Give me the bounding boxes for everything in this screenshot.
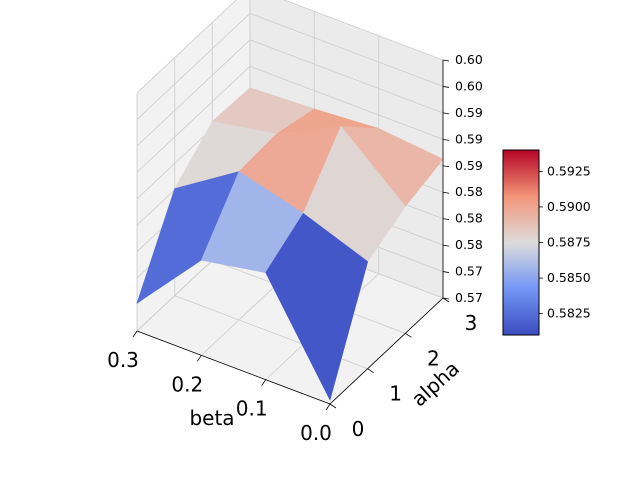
z-tick-mark [442,112,450,115]
alpha-tick-mark [367,368,374,373]
beta-tick-mark [261,379,266,386]
colorbar-tick-label: 0.5875 [547,235,591,250]
colorbar-tick-label: 0.5900 [547,199,591,214]
grid-line-z [136,39,444,147]
beta-tick-label: 0.1 [236,397,268,421]
beta-axis-line [136,330,331,405]
alpha-axis-line [329,297,444,405]
alpha-tick-mark [405,333,412,338]
z-tick-label: 0.59 [455,158,483,173]
z-tick-mark [442,271,450,273]
beta-tick-mark [197,355,202,362]
z-tick-mark [442,191,450,194]
alpha-tick-label: 0 [352,417,365,441]
z-tick-mark [442,297,450,300]
z-tick-mark [442,86,450,88]
z-tick-mark [442,59,450,62]
beta-tick-label: 0.3 [107,348,139,372]
alpha-tick-label: 1 [389,382,402,406]
z-tick-mark [442,218,450,221]
grid-line-z [136,0,444,94]
z-tick-label: 0.57 [455,264,483,279]
z-tick-label: 0.59 [455,105,483,120]
z-tick-label: 0.57 [455,290,483,305]
beta-axis-label: beta [189,406,234,430]
surface-patch [265,212,369,401]
z-tick-label: 0.58 [455,237,483,252]
alpha-tick-label: 3 [465,311,478,335]
grid-line-z [136,12,444,120]
alpha-tick-mark [442,297,450,303]
colorbar: 0.5825 0.5850 0.5875 0.5900 0.5925 [502,149,591,336]
z-tick-label: 0.58 [455,211,483,226]
z-tick-label: 0.60 [455,78,483,93]
beta-tick-mark [132,330,138,338]
colorbar-tick-label: 0.5825 [547,306,591,321]
colorbar-tick-label: 0.5925 [547,163,591,178]
alpha-tick-mark [329,403,337,409]
surface [136,87,444,401]
colorbar-tick-label: 0.5850 [547,270,591,285]
z-tick-mark [442,138,450,141]
colorbar-ticks: 0.5825 0.5850 0.5875 0.5900 0.5925 [539,163,591,321]
z-tick-label: 0.59 [455,131,483,146]
z-tick-label: 0.58 [455,184,483,199]
beta-tick-label: 0.0 [300,421,332,445]
z-tick-label: 0.60 [455,52,483,67]
z-tick-mark [442,165,450,168]
beta-tick-mark [325,403,331,411]
alpha-tick-label: 2 [427,346,440,370]
grid-line-z [136,65,444,173]
z-tick-mark [442,244,450,247]
beta-tick-label: 0.2 [171,372,203,396]
colorbar-gradient [502,149,540,336]
